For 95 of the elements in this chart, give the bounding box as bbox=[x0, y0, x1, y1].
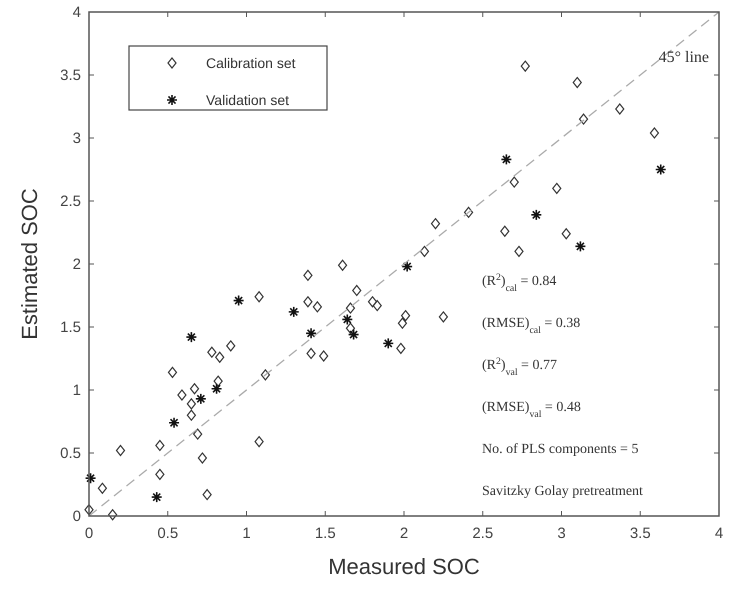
y-tick-label: 1.5 bbox=[60, 319, 81, 336]
point bbox=[186, 410, 196, 421]
annotation: 45° line bbox=[658, 49, 709, 66]
point bbox=[198, 452, 207, 464]
point bbox=[84, 504, 94, 516]
y-tick-label: 0 bbox=[72, 508, 81, 525]
point bbox=[500, 154, 512, 166]
point bbox=[303, 296, 313, 308]
y-tick-label: 4 bbox=[72, 4, 81, 21]
point bbox=[202, 488, 212, 500]
point bbox=[210, 382, 222, 395]
annotation: No. of PLS components = 5 bbox=[482, 442, 638, 457]
point bbox=[510, 176, 519, 188]
y-tick-label: 2 bbox=[72, 256, 81, 273]
point bbox=[312, 301, 322, 312]
annotation: (RMSE)$_{cal}$ = 0.38 bbox=[482, 316, 580, 336]
point bbox=[98, 482, 107, 494]
point bbox=[574, 240, 586, 252]
point bbox=[520, 60, 530, 72]
point bbox=[464, 206, 474, 218]
point bbox=[382, 338, 394, 350]
x-tick-label: 2 bbox=[400, 525, 408, 542]
y-tick-label: 3.5 bbox=[60, 67, 81, 84]
point bbox=[168, 416, 180, 429]
point bbox=[514, 246, 524, 257]
point bbox=[254, 436, 264, 448]
y-tick-label: 3 bbox=[72, 130, 81, 147]
point bbox=[530, 209, 542, 221]
point bbox=[186, 331, 198, 343]
x-tick-label: 3 bbox=[557, 525, 566, 542]
point bbox=[186, 398, 196, 410]
point bbox=[108, 509, 118, 520]
legend-label: Calibration set bbox=[206, 55, 296, 71]
point bbox=[615, 103, 624, 115]
point bbox=[396, 342, 406, 354]
point bbox=[177, 389, 187, 401]
point bbox=[552, 182, 562, 194]
point bbox=[654, 164, 667, 176]
y-tick-label: 1 bbox=[72, 382, 81, 399]
x-tick-label: 3.5 bbox=[630, 525, 651, 542]
point bbox=[303, 270, 313, 281]
point bbox=[438, 311, 448, 323]
point bbox=[400, 310, 410, 322]
point bbox=[398, 318, 408, 329]
annotation: (RMSE)$_{val}$ = 0.48 bbox=[482, 400, 581, 420]
point bbox=[168, 366, 178, 378]
x-tick-label: 2.5 bbox=[472, 525, 494, 542]
point bbox=[193, 428, 202, 440]
x-tick-label: 0.5 bbox=[157, 525, 178, 542]
point bbox=[155, 468, 164, 480]
x-tick-label: 4 bbox=[714, 525, 724, 542]
x-tick-label: 1 bbox=[242, 525, 251, 542]
annotation: (R$^{2}$)$_{cal}$ = 0.84 bbox=[482, 272, 556, 294]
point bbox=[420, 246, 430, 257]
point bbox=[572, 76, 582, 88]
point bbox=[305, 328, 317, 340]
point bbox=[650, 127, 660, 139]
point bbox=[578, 114, 588, 125]
annotation: (R$^{2}$)$_{val}$ = 0.77 bbox=[482, 356, 557, 378]
point bbox=[207, 346, 216, 358]
point bbox=[372, 300, 382, 312]
point bbox=[116, 444, 126, 456]
point bbox=[368, 296, 378, 308]
legend-label: Validation set bbox=[206, 92, 290, 108]
point bbox=[226, 340, 236, 352]
point bbox=[562, 228, 571, 240]
point bbox=[348, 328, 360, 340]
point bbox=[214, 376, 223, 387]
point bbox=[84, 472, 96, 484]
point bbox=[288, 306, 300, 318]
point bbox=[306, 348, 316, 360]
point bbox=[150, 491, 163, 503]
point bbox=[254, 291, 264, 302]
y-axis-title: Estimated SOC bbox=[17, 188, 42, 340]
point bbox=[346, 302, 356, 314]
x-tick-label: 1.5 bbox=[314, 525, 336, 542]
point bbox=[190, 383, 200, 394]
point bbox=[430, 218, 440, 230]
point bbox=[195, 393, 207, 405]
point bbox=[155, 440, 164, 452]
point bbox=[338, 260, 348, 271]
point bbox=[346, 322, 356, 334]
point bbox=[232, 294, 244, 306]
x-axis-title: Measured SOC bbox=[328, 554, 480, 579]
point bbox=[260, 369, 270, 380]
point bbox=[352, 284, 362, 296]
point bbox=[342, 314, 354, 326]
point bbox=[401, 260, 413, 272]
y-tick-label: 0.5 bbox=[60, 445, 81, 462]
x-tick-label: 0 bbox=[84, 525, 94, 542]
point bbox=[319, 350, 328, 362]
point bbox=[215, 352, 224, 363]
point bbox=[500, 226, 510, 237]
y-tick-label: 2.5 bbox=[60, 193, 81, 210]
annotation: Savitzky Golay pretreatment bbox=[482, 484, 644, 499]
